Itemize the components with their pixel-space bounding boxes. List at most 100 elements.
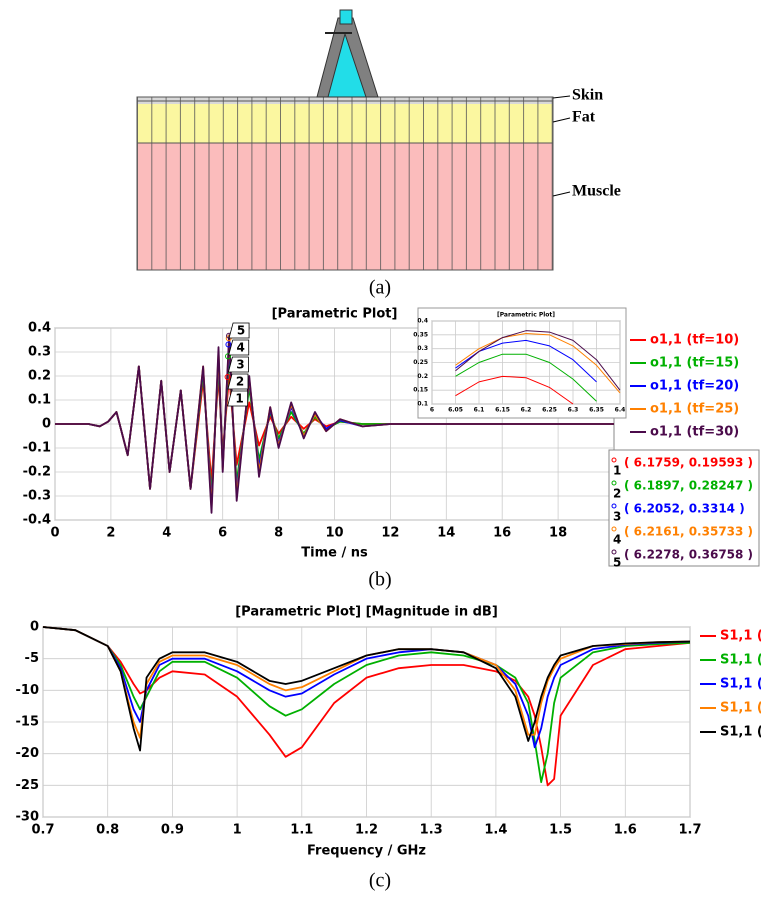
marker-number: 1 bbox=[613, 464, 621, 478]
y-tick-label: 0.35 bbox=[413, 331, 428, 338]
x-tick-label: 1 bbox=[233, 823, 242, 838]
arrow bbox=[552, 191, 571, 197]
tissue-diagram: Skin Fat Muscle (a) bbox=[136, 9, 621, 299]
series-line bbox=[455, 330, 621, 391]
x-tick-label: 1.6 bbox=[614, 823, 637, 838]
marker-flag bbox=[227, 390, 249, 407]
y-tick-label: 0.3 bbox=[28, 345, 51, 360]
y-tick-label: -25 bbox=[16, 778, 40, 793]
marker-readout: ( 6.2278, 0.36758 ) bbox=[624, 548, 753, 562]
x-tick-label: 18 bbox=[549, 526, 567, 541]
x-tick-label: 1.7 bbox=[678, 823, 701, 838]
marker-readout: ( 6.2161, 0.35733 ) bbox=[624, 525, 753, 539]
arrow bbox=[552, 117, 571, 123]
marker-icon bbox=[611, 549, 617, 555]
y-tick-label: -5 bbox=[25, 651, 39, 666]
x-tick-label: 1.3 bbox=[420, 823, 443, 838]
series-line bbox=[42, 626, 691, 784]
x-tick-label: 0.9 bbox=[161, 823, 184, 838]
legend-label: S1,1 (tf=10) bbox=[720, 629, 761, 644]
y-tick-label: -0.1 bbox=[23, 441, 51, 456]
x-tick-label: 6.4 bbox=[615, 407, 626, 414]
marker-number: 4 bbox=[613, 533, 621, 547]
x-tick-label: 0 bbox=[50, 526, 59, 541]
x-tick-label: 6.2 bbox=[521, 407, 532, 414]
series-line bbox=[42, 626, 691, 787]
chart: 0 -5 -10 -15 -20 -25 -300.7 0.8 0.9 1 1.1 1.2 1.3 1.4… bbox=[16, 605, 761, 892]
marker-flag-label: 5 bbox=[237, 324, 245, 338]
chart-title: [Parametric Plot] bbox=[272, 307, 398, 322]
antenna-tip bbox=[339, 9, 353, 25]
y-tick-label: -15 bbox=[16, 715, 40, 730]
marker-flag-label: 4 bbox=[237, 341, 245, 355]
marker-point bbox=[224, 373, 231, 380]
y-tick-label: 0.2 bbox=[28, 369, 51, 384]
x-tick-label: 2 bbox=[106, 526, 115, 541]
antenna-core bbox=[327, 32, 367, 98]
arrow bbox=[552, 95, 571, 99]
legend-label: S1,1 (tf=15) bbox=[720, 653, 761, 668]
chart: 0.40.30.20.10-0.1-0.2-0.3-0.40 2 4 6 8 10 12 14… bbox=[23, 307, 760, 591]
x-tick-label: 6.05 bbox=[448, 407, 463, 414]
y-tick-label: -0.2 bbox=[23, 465, 51, 480]
legend-label: o1,1 (tf=25) bbox=[650, 402, 739, 417]
series-line bbox=[42, 626, 691, 752]
x-tick-label: 6.3 bbox=[568, 407, 579, 414]
x-axis-label: Frequency / GHz bbox=[307, 844, 426, 859]
y-tick-label: 0.15 bbox=[413, 387, 428, 394]
x-tick-label: 12 bbox=[381, 526, 399, 541]
y-tick-label: 0 bbox=[30, 620, 39, 635]
x-tick-label: 6.15 bbox=[495, 407, 510, 414]
legend-label: S1,1 (tf=30) bbox=[720, 725, 761, 740]
marker-readout: ( 6.2052, 0.3314 ) bbox=[624, 502, 745, 516]
y-tick-label: -10 bbox=[16, 683, 40, 698]
marker-flag-label: 1 bbox=[235, 392, 243, 406]
legend-label: S1,1 (tf=25) bbox=[720, 701, 761, 716]
marker-readout: ( 6.1759, 0.19593 ) bbox=[624, 456, 753, 470]
series-line bbox=[455, 332, 621, 394]
x-tick-label: 10 bbox=[325, 526, 343, 541]
y-tick-label: 0.4 bbox=[417, 318, 428, 325]
y-tick-label: 0.25 bbox=[413, 359, 428, 366]
caption: (b) bbox=[368, 569, 391, 591]
y-tick-label: -20 bbox=[16, 746, 40, 761]
legend-label: o1,1 (tf=20) bbox=[650, 379, 739, 394]
skin-label: Skin bbox=[572, 87, 603, 104]
y-tick-label: 0.3 bbox=[417, 345, 428, 352]
chart-title: [Parametric Plot] bbox=[497, 312, 555, 319]
y-tick-label: -0.3 bbox=[23, 489, 51, 504]
caption: (a) bbox=[369, 277, 391, 299]
series-line bbox=[455, 375, 574, 405]
marker-readout: ( 6.1897, 0.28247 ) bbox=[624, 479, 753, 493]
marker-point bbox=[225, 353, 232, 360]
series-line bbox=[42, 626, 691, 749]
legend-label: o1,1 (tf=30) bbox=[650, 425, 739, 440]
x-tick-label: 6.35 bbox=[589, 407, 604, 414]
y-tick-label: 0 bbox=[42, 417, 51, 432]
legend-label: o1,1 (tf=10) bbox=[650, 333, 739, 348]
marker-icon bbox=[611, 480, 617, 486]
x-tick-label: 0.7 bbox=[31, 823, 54, 838]
x-tick-label: 1.1 bbox=[290, 823, 313, 838]
x-axis-label: Time / ns bbox=[301, 546, 368, 561]
marker-icon bbox=[611, 457, 617, 463]
marker-icon bbox=[611, 503, 617, 509]
marker-flag-label: 2 bbox=[236, 375, 244, 389]
marker-number: 3 bbox=[613, 510, 621, 524]
x-tick-label: 6.1 bbox=[474, 407, 485, 414]
y-tick-label: 0.2 bbox=[417, 373, 428, 380]
marker-flag bbox=[228, 322, 250, 339]
marker-table bbox=[608, 449, 760, 567]
mesh bbox=[136, 96, 554, 271]
legend-label: S1,1 (tf=20) bbox=[720, 677, 761, 692]
x-tick-label: 1.5 bbox=[549, 823, 572, 838]
marker-flag bbox=[227, 356, 249, 373]
x-tick-label: 6 bbox=[218, 526, 227, 541]
marker-icon bbox=[611, 526, 617, 532]
marker-flag bbox=[228, 339, 250, 356]
x-tick-label: 1.2 bbox=[355, 823, 378, 838]
chart-title: [Parametric Plot] [Magnitude in dB] bbox=[235, 605, 498, 620]
muscle-label: Muscle bbox=[572, 183, 621, 200]
